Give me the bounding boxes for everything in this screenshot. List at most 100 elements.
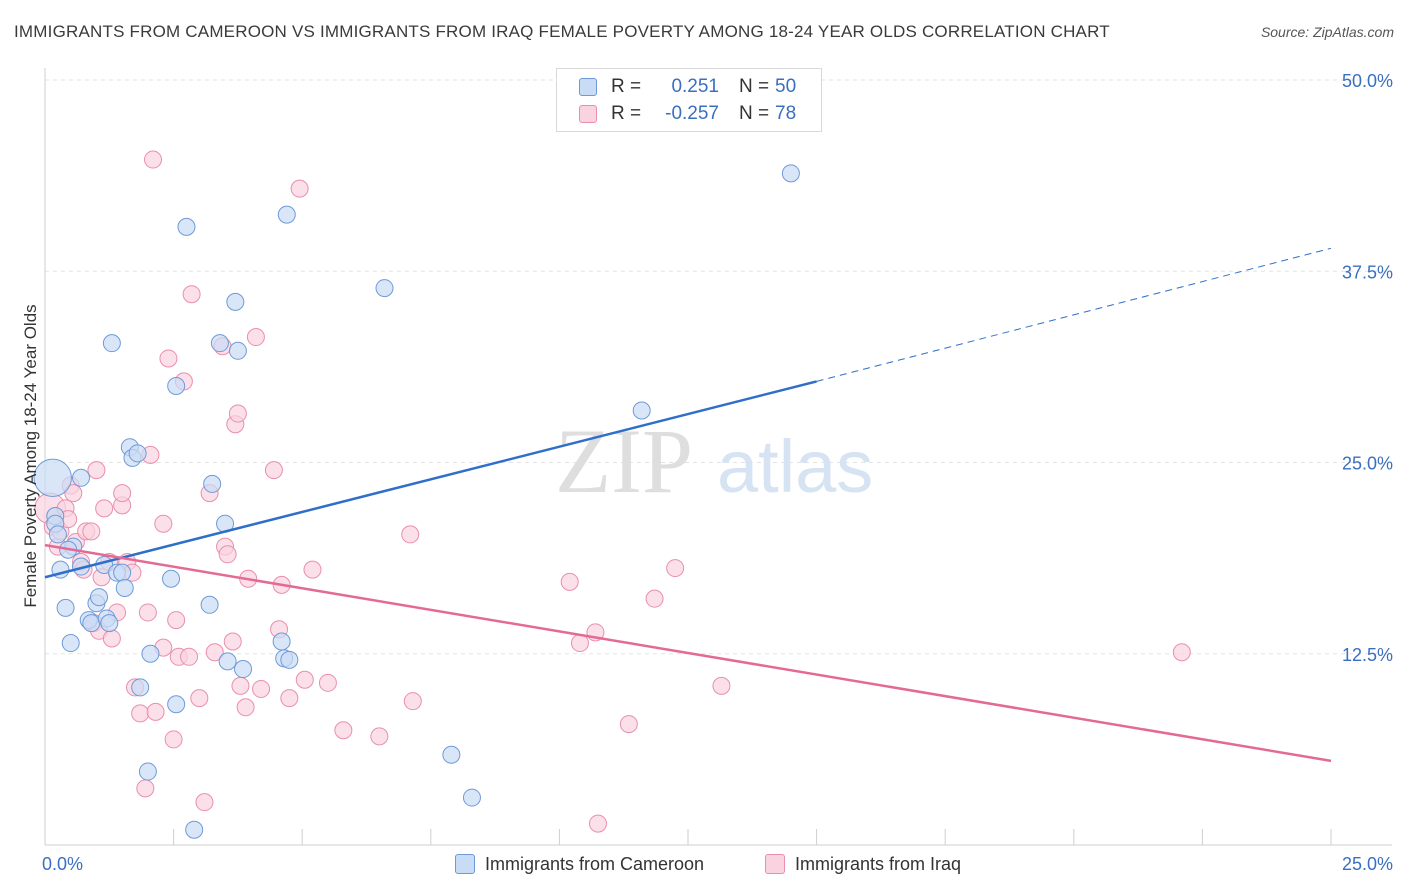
iraq-point <box>1172 643 1191 662</box>
cameroon-point <box>141 644 160 663</box>
iraq-point <box>223 632 242 651</box>
iraq-point <box>167 611 186 630</box>
legend-row-cameroon: R = 0.251 N = 50 <box>579 74 796 100</box>
cameroon-point <box>61 634 80 653</box>
axes <box>44 68 1392 846</box>
iraq-point <box>190 689 209 708</box>
bottom-legend-iraq: Immigrants from Iraq <box>765 852 961 876</box>
iraq-point <box>403 692 422 711</box>
cameroon-point <box>203 474 222 493</box>
legend-r-value: -0.257 <box>665 103 719 124</box>
cameroon-point <box>162 569 181 588</box>
iraq-point <box>231 676 250 695</box>
legend-swatch-cameroon <box>579 78 597 96</box>
cameroon-point <box>33 458 72 497</box>
iraq-point <box>205 643 224 662</box>
cameroon-point <box>462 788 481 807</box>
legend-row-iraq: R = -0.257 N = 78 <box>579 101 796 127</box>
cameroon-point <box>280 650 299 669</box>
legend-swatch-iraq <box>765 854 785 874</box>
cameroon-point <box>442 745 461 764</box>
iraq-point <box>370 727 389 746</box>
legend-n-label: N = <box>739 76 770 97</box>
watermark-atlas: atlas <box>717 425 873 508</box>
iraq-point <box>146 702 165 721</box>
cameroon-point <box>185 820 204 839</box>
iraq-point <box>182 285 201 304</box>
legend-r-value: 0.251 <box>671 76 719 97</box>
cameroon-point <box>131 678 150 697</box>
y-tick-label: 25.0% <box>1342 454 1393 474</box>
iraq-point <box>131 704 150 723</box>
cameroon-point <box>177 217 196 236</box>
y-tick-label: 37.5% <box>1342 262 1393 282</box>
iraq-point <box>280 689 299 708</box>
iraq-point <box>290 179 309 198</box>
iraq-trend-line <box>44 543 1332 763</box>
cameroon-point <box>128 444 147 463</box>
trend-lines <box>44 247 1332 763</box>
cameroon-point <box>102 334 121 353</box>
watermark: ZIP atlas <box>555 410 873 512</box>
iraq-point <box>87 461 106 480</box>
y-axis-label: Female Poverty Among 18-24 Year Olds <box>21 304 40 607</box>
iraq-point <box>303 560 322 579</box>
iraq-point <box>619 715 638 734</box>
x-tick-label: 25.0% <box>1342 854 1393 874</box>
cameroon-point <box>218 652 237 671</box>
iraq-point <box>264 461 283 480</box>
cameroon-point <box>48 525 67 544</box>
iraq-point <box>666 559 685 578</box>
iraq-point <box>228 404 247 423</box>
cameroon-trend-extension <box>816 247 1332 382</box>
y-tick-label: 50.0% <box>1342 71 1393 91</box>
watermark-zip: ZIP <box>555 410 693 512</box>
iraq-point <box>180 647 199 666</box>
cameroon-trend-line <box>44 380 817 579</box>
legend-label-cameroon: Immigrants from Cameroon <box>485 853 705 874</box>
cameroon-point <box>210 334 229 353</box>
source-credit: Source: ZipAtlas.com <box>1260 24 1394 40</box>
legend-n-label: N = <box>739 103 770 124</box>
legend-label-iraq: Immigrants from Iraq <box>795 853 962 874</box>
iraq-point <box>136 779 155 798</box>
iraq-point <box>645 589 664 608</box>
cameroon-point <box>113 563 132 582</box>
iraq-point <box>113 484 132 503</box>
correlation-legend: R = 0.251 N = 50 R = -0.257 N = 78 <box>556 68 822 132</box>
cameroon-point <box>277 205 296 224</box>
cameroon-point <box>167 377 186 395</box>
legend-n-value: 78 <box>775 103 797 124</box>
cameroon-point <box>56 598 75 617</box>
iraq-point <box>159 349 178 368</box>
bottom-legend-cameroon: Immigrants from Cameroon <box>455 852 704 876</box>
cameroon-point <box>632 401 651 420</box>
iraq-point <box>560 572 579 591</box>
chart-title: IMMIGRANTS FROM CAMEROON VS IMMIGRANTS F… <box>14 22 1110 41</box>
gridlines <box>45 79 1392 655</box>
iraq-point <box>334 721 353 740</box>
iraq-point <box>401 525 420 544</box>
legend-n-value: 50 <box>775 76 797 97</box>
tick-labels: 12.5% 25.0% 37.5% 50.0% 0.0% 25.0% <box>42 71 1393 874</box>
iraq-point <box>252 679 271 698</box>
legend-r-label: R = <box>611 103 642 124</box>
iraq-point <box>318 673 337 692</box>
cameroon-point <box>200 595 219 614</box>
iraq-point <box>102 629 121 648</box>
legend-swatch-cameroon <box>455 854 475 874</box>
iraq-point <box>246 328 265 347</box>
iraq-point <box>195 793 214 812</box>
cameroon-point <box>228 341 247 360</box>
iraq-point <box>144 150 163 169</box>
iraq-point <box>588 814 607 833</box>
iraq-point <box>236 698 255 717</box>
series-cameroon-points <box>33 164 800 839</box>
cameroon-point <box>781 164 800 183</box>
iraq-point <box>95 499 114 518</box>
y-tick-label: 12.5% <box>1342 645 1393 665</box>
cameroon-point <box>100 614 119 633</box>
cameroon-point <box>375 279 394 298</box>
legend-r-label: R = <box>611 76 642 97</box>
